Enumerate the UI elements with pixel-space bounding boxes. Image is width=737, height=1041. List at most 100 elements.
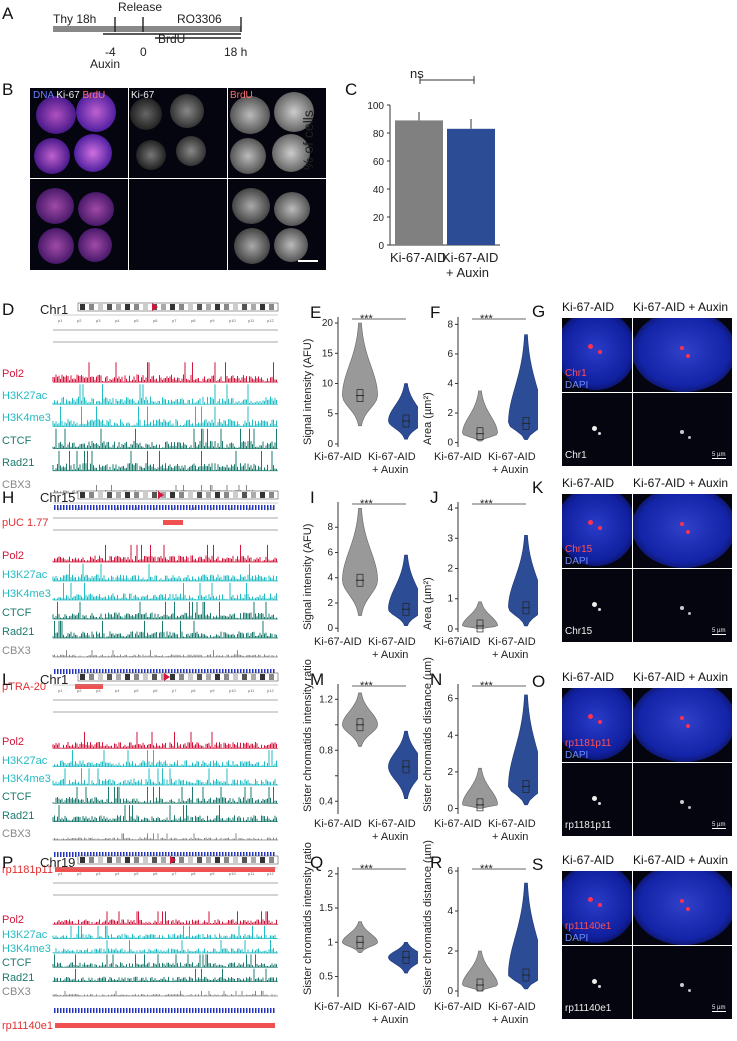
svg-text:p5: p5 <box>134 506 139 511</box>
panel-label-j: J <box>430 488 439 507</box>
fish-micrograph <box>562 688 732 836</box>
violin-ytick-label: 2 <box>447 408 453 419</box>
significance-stars: *** <box>480 680 493 692</box>
b-ki67-label: Ki-67 <box>131 90 155 101</box>
probe-label: rp1181p11 <box>2 864 53 876</box>
svg-text:p8: p8 <box>191 871 196 876</box>
svg-text:p1: p1 <box>58 871 63 876</box>
track-label-rad21: Rad21 <box>2 625 35 638</box>
c-ytick-label: 80 <box>373 129 385 140</box>
violin-xlabel-trt-a: Ki-67-AID <box>488 636 536 648</box>
violin-ytick-label: 6 <box>447 694 453 705</box>
genome-browser-view: p1 p2 p3 p4 p5 p6 p7 p8 p9 p10 p11 p12 <box>52 672 279 857</box>
fish-micrograph <box>562 494 732 642</box>
violin-xlabel-trt-b: + Auxin <box>372 649 409 661</box>
fish-probe-label: Chr1 <box>565 368 587 379</box>
violin-shape <box>508 882 538 990</box>
violin-xlabel-trt-a: Ki-67-AID <box>368 451 416 463</box>
scale-bar-label: 5 µm <box>712 1005 726 1011</box>
track-label-h3k27ac: H3K27ac <box>2 568 48 581</box>
svg-text:p3: p3 <box>96 506 101 511</box>
violin-shape <box>342 322 378 427</box>
fish-probe-label: rp11140e1 <box>565 921 612 932</box>
auxin-label: Auxin <box>90 57 121 71</box>
violin-ytick-label: 6 <box>447 866 453 877</box>
svg-text:p4: p4 <box>115 688 120 693</box>
svg-text:p6: p6 <box>153 318 158 323</box>
violin-ytick-label: 2 <box>447 767 453 778</box>
violin-xlabel-trt-a: Ki-67-AID <box>368 636 416 648</box>
fish-micrograph <box>562 871 732 1019</box>
fish-header-ctrl: Ki-67-AID <box>562 853 615 867</box>
time-18: 18 h <box>224 45 248 59</box>
svg-text:p2: p2 <box>77 318 82 323</box>
chromosome-label: Chr1 <box>40 672 69 687</box>
track-label-h3k27ac: H3K27ac <box>2 928 48 941</box>
violin-ytick-label: 4 <box>447 503 453 514</box>
probe-label: pUC 1.77 <box>2 517 49 529</box>
probe-bar <box>55 1023 275 1028</box>
svg-text:p9: p9 <box>210 871 215 876</box>
violin-ylabel: Sister chromatids intensity ratio <box>302 842 314 995</box>
track-label-cbx3: CBX3 <box>2 644 31 657</box>
fish-dapi-label: DAPI <box>565 750 589 761</box>
svg-text:p3: p3 <box>96 871 101 876</box>
svg-text:p10: p10 <box>229 318 236 323</box>
violin-xlabel-trt-a: Ki-67-AID <box>488 451 536 463</box>
chromosome-label: Chr15 <box>40 490 76 505</box>
fish-probe-label-gray: rp1181p11 <box>565 820 612 831</box>
violin-xlabel-trt-b: + Auxin <box>492 1014 529 1026</box>
svg-text:p12: p12 <box>267 506 274 511</box>
svg-text:p12: p12 <box>267 688 274 693</box>
bar-chart-c: 0 20 40 60 80 100 <box>367 76 500 252</box>
svg-text:p11: p11 <box>248 871 255 876</box>
release-label: Release <box>118 0 163 14</box>
violin-ylabel: Signal intensity (AFU) <box>302 338 314 445</box>
violin-shape <box>388 554 418 626</box>
panel-label-r: R <box>430 853 443 872</box>
time-minus4: -4 <box>105 45 116 59</box>
violin-xlabel-ctrl: Ki-67-AID <box>434 818 482 830</box>
violin-plot-q: 0.5 1 1.5 2 <box>319 867 418 997</box>
svg-text:p7: p7 <box>172 506 177 511</box>
violin-ytick-label: 0 <box>327 623 333 634</box>
fish-dapi-label: DAPI <box>565 380 589 391</box>
panel-label-h: H <box>2 488 15 507</box>
panel-label-a: A <box>2 4 14 23</box>
thy-label: Thy 18h <box>53 12 97 26</box>
fish-header-ctrl: Ki-67-AID <box>562 300 615 314</box>
c-xlabel-ctrl: Ki-67-AID <box>390 250 447 265</box>
violin-xlabel-ctrl: Ki-67-AID <box>314 1001 362 1013</box>
c-ytick-label: 0 <box>378 241 384 252</box>
probe-bar <box>75 684 103 689</box>
track-label-h3k27ac: H3K27ac <box>2 390 48 403</box>
violin-ylabel: Sister chromatids distance (µm) <box>422 840 434 995</box>
violin-shape <box>388 383 418 440</box>
panel-label-i: I <box>310 488 315 507</box>
chromosome-label: Chr1 <box>40 302 69 317</box>
violin-ytick-label: 0 <box>447 624 453 635</box>
svg-text:p7: p7 <box>172 688 177 693</box>
fish-micrograph <box>562 318 732 466</box>
svg-text:p2: p2 <box>77 871 82 876</box>
violin-ytick-label: 4 <box>327 573 333 584</box>
scale-bar-label: 5 µm <box>712 822 726 828</box>
track-label-ctcf: CTCF <box>2 957 32 970</box>
fish-header-trt: Ki-67-AID + Auxin <box>633 853 729 867</box>
c-xlabel-trt-b: + Auxin <box>446 265 490 280</box>
violin-ylabel: Area (µm²) <box>422 392 434 445</box>
c-ytick-label: 20 <box>373 213 385 224</box>
violin-xlabel-trt-b: + Auxin <box>372 831 409 843</box>
violin-ytick-label: 0 <box>447 986 453 997</box>
svg-text:p5: p5 <box>134 688 139 693</box>
violin-xlabel-trt-b: + Auxin <box>492 464 529 476</box>
panel-label-q: Q <box>310 853 324 872</box>
svg-text:p10: p10 <box>229 506 236 511</box>
violin-ytick-label: 4 <box>447 906 453 917</box>
violin-ytick-label: 5 <box>327 409 333 420</box>
violin-shape <box>462 390 498 442</box>
violin-ytick-label: 2 <box>327 869 333 880</box>
track-label-pol2: Pol2 <box>2 736 25 749</box>
violin-plot-m: 0.4 0.8 1.2 <box>319 684 418 814</box>
track-label-cbx3: CBX3 <box>2 827 31 840</box>
